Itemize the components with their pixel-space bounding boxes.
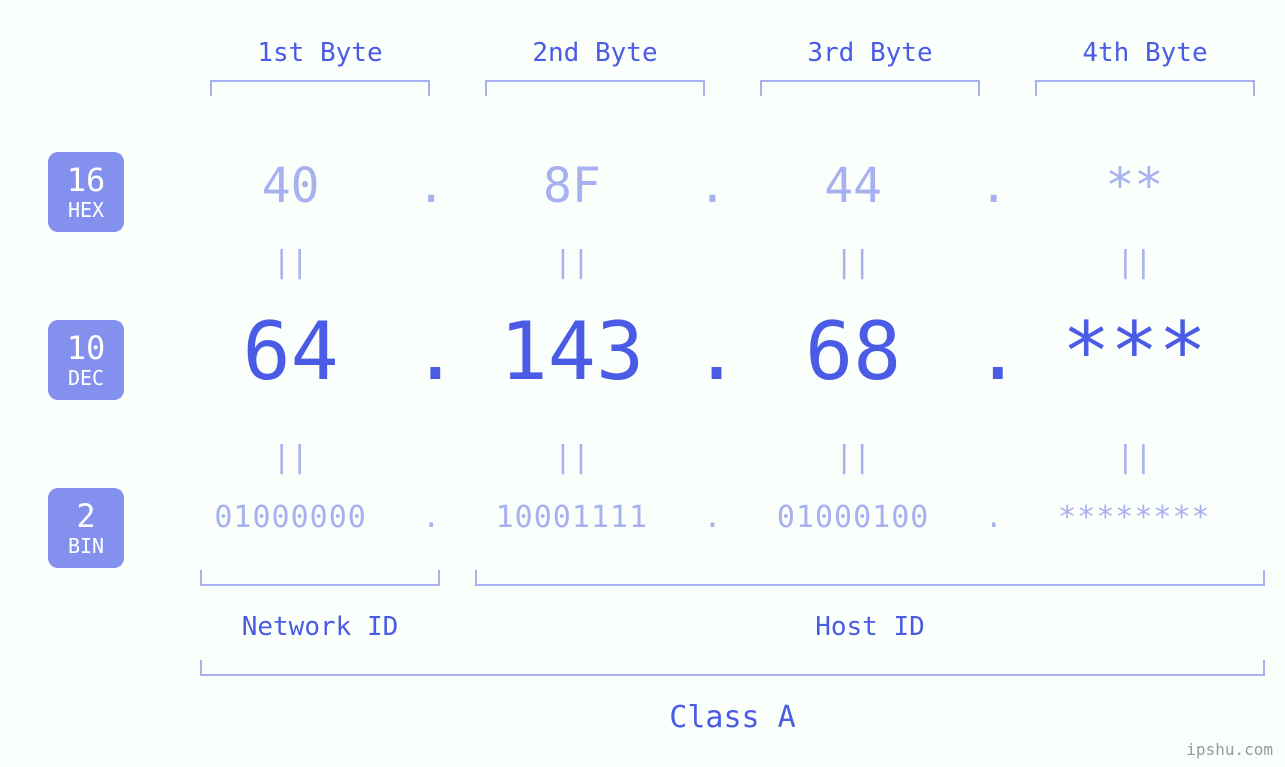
bin-byte-1: 01000000 xyxy=(170,500,411,535)
base-badge-hex-txt: HEX xyxy=(68,199,104,221)
dec-byte-1: 64 xyxy=(170,305,411,398)
bin-row: 01000000 . 10001111 . 01000100 . *******… xyxy=(170,500,1255,535)
eq-icon: || xyxy=(170,440,411,475)
eq-icon: || xyxy=(733,440,974,475)
hex-dot-1: . xyxy=(411,158,451,214)
host-bracket xyxy=(475,570,1265,586)
byte-bracket-2 xyxy=(485,80,705,96)
hex-byte-4: ** xyxy=(1014,158,1255,214)
host-id-label: Host ID xyxy=(475,612,1265,642)
hex-dot-2: . xyxy=(693,158,733,214)
bin-byte-3: 01000100 xyxy=(733,500,974,535)
base-badge-hex-num: 16 xyxy=(67,163,106,198)
eq-row-1: || || || || xyxy=(170,245,1255,280)
base-badge-dec: 10 DEC xyxy=(48,320,124,400)
base-badge-dec-txt: DEC xyxy=(68,367,104,389)
hex-row: 40 . 8F . 44 . ** xyxy=(170,158,1255,214)
eq-row-2: || || || || xyxy=(170,440,1255,475)
bin-byte-4: ******** xyxy=(1014,500,1255,535)
base-badge-bin-txt: BIN xyxy=(68,535,104,557)
bin-dot-2: . xyxy=(693,500,733,535)
base-badge-dec-num: 10 xyxy=(67,331,106,366)
dec-byte-2: 143 xyxy=(451,305,692,398)
hex-byte-2: 8F xyxy=(451,158,692,214)
network-bracket xyxy=(200,570,440,586)
network-id-label: Network ID xyxy=(200,612,440,642)
byte-header-1: 1st Byte xyxy=(210,38,430,68)
ip-diagram: 1st Byte 2nd Byte 3rd Byte 4th Byte 16 H… xyxy=(0,0,1285,767)
dec-row: 64 . 143 . 68 . *** xyxy=(170,305,1255,398)
eq-icon: || xyxy=(1014,440,1255,475)
base-badge-bin-num: 2 xyxy=(76,499,95,534)
eq-icon: || xyxy=(170,245,411,280)
dec-dot-1: . xyxy=(411,305,451,398)
credit-label: ipshu.com xyxy=(1186,740,1273,759)
base-badge-hex: 16 HEX xyxy=(48,152,124,232)
byte-bracket-1 xyxy=(210,80,430,96)
hex-dot-3: . xyxy=(974,158,1014,214)
byte-bracket-4 xyxy=(1035,80,1255,96)
eq-icon: || xyxy=(733,245,974,280)
dec-byte-4: *** xyxy=(1014,305,1255,398)
dec-byte-3: 68 xyxy=(733,305,974,398)
byte-bracket-3 xyxy=(760,80,980,96)
eq-icon: || xyxy=(451,245,692,280)
bin-byte-2: 10001111 xyxy=(451,500,692,535)
byte-header-4: 4th Byte xyxy=(1035,38,1255,68)
class-bracket xyxy=(200,660,1265,676)
byte-header-3: 3rd Byte xyxy=(760,38,980,68)
eq-icon: || xyxy=(1014,245,1255,280)
bin-dot-3: . xyxy=(974,500,1014,535)
bin-dot-1: . xyxy=(411,500,451,535)
dec-dot-2: . xyxy=(693,305,733,398)
class-label: Class A xyxy=(200,700,1265,735)
hex-byte-3: 44 xyxy=(733,158,974,214)
base-badge-bin: 2 BIN xyxy=(48,488,124,568)
hex-byte-1: 40 xyxy=(170,158,411,214)
eq-icon: || xyxy=(451,440,692,475)
byte-header-2: 2nd Byte xyxy=(485,38,705,68)
dec-dot-3: . xyxy=(974,305,1014,398)
